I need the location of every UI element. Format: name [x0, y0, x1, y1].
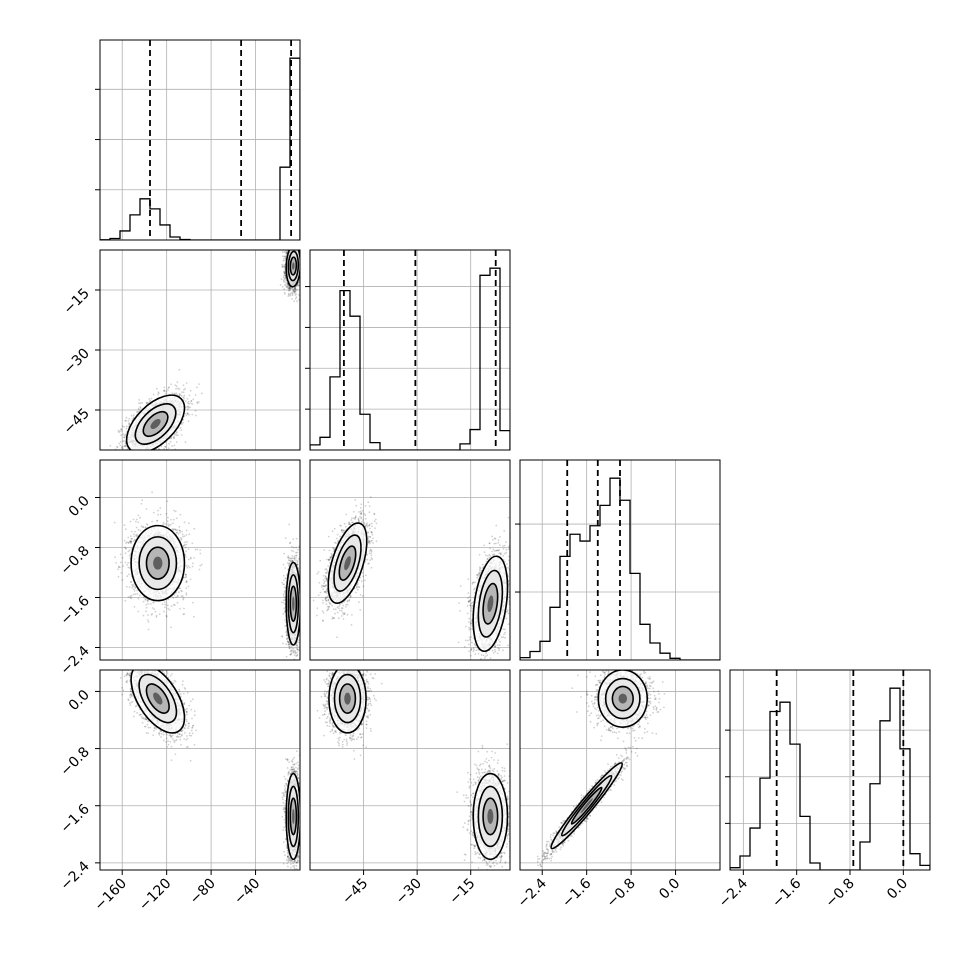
- histogram-step: [730, 687, 930, 870]
- x-tick-label: −15: [446, 876, 478, 908]
- histogram-panel-0: [100, 40, 300, 240]
- axes-frame: [729, 669, 931, 871]
- y-tick-label: 0.0: [66, 493, 93, 520]
- x-tick-label: −0.8: [822, 876, 857, 911]
- x-tick-label: −120: [136, 876, 175, 915]
- y-tick-label: 0.0: [66, 687, 93, 714]
- axes-frame: [309, 459, 511, 661]
- density-panel-1-0: [100, 250, 300, 450]
- x-tick-label: 0.0: [884, 876, 911, 903]
- density-panel-3-2: [520, 670, 720, 870]
- x-tick-label: −0.8: [604, 876, 639, 911]
- x-tick-label: −1.6: [769, 875, 804, 910]
- density-contour: [344, 692, 351, 705]
- axes-frame: [519, 669, 721, 871]
- x-tick-label: −30: [393, 876, 425, 908]
- histogram-step: [310, 267, 510, 450]
- density-panel-3-1: [310, 670, 510, 870]
- x-tick-label: −160: [92, 876, 131, 915]
- histogram-panel-2: [520, 460, 720, 660]
- x-tick-label: 0.0: [656, 876, 683, 903]
- density-contour: [618, 693, 628, 704]
- density-contour: [487, 808, 494, 824]
- y-tick-label: −45: [61, 406, 93, 438]
- density-panel-2-0: [100, 460, 300, 660]
- density-contour: [153, 556, 163, 570]
- y-tick-label: −30: [61, 346, 93, 378]
- density-contour: [580, 798, 593, 814]
- histogram-panel-1: [310, 250, 510, 450]
- density-contour: [292, 808, 295, 824]
- density-contour: [153, 692, 163, 705]
- axes-frame: [99, 669, 301, 871]
- density-contour: [150, 418, 161, 430]
- x-tick-label: −45: [339, 876, 371, 908]
- y-tick-label: −1.6: [57, 801, 92, 836]
- histogram-step: [520, 477, 720, 660]
- density-contour: [487, 595, 494, 613]
- density-contour: [292, 262, 295, 270]
- density-panel-3-0: [100, 670, 300, 870]
- y-tick-label: −15: [61, 286, 93, 318]
- density-panel-2-1: [310, 460, 510, 660]
- density-contour: [344, 556, 351, 571]
- histogram-panel-3: [730, 670, 930, 870]
- x-tick-label: −2.4: [716, 875, 751, 910]
- y-tick-label: −0.8: [57, 543, 92, 578]
- axes-frame: [519, 459, 721, 661]
- axes-frame: [309, 669, 511, 871]
- y-tick-label: −0.8: [57, 744, 92, 779]
- x-tick-label: −80: [187, 876, 219, 908]
- x-tick-label: −2.4: [515, 875, 550, 910]
- y-tick-label: −2.4: [57, 643, 92, 678]
- axes-frame: [309, 249, 511, 451]
- density-contour: [292, 596, 295, 611]
- axes-frame: [99, 39, 301, 241]
- x-tick-label: −1.6: [559, 875, 594, 910]
- x-tick-label: −40: [231, 876, 263, 908]
- y-tick-label: −2.4: [57, 858, 92, 893]
- y-tick-label: −1.6: [57, 593, 92, 628]
- axes-frame: [99, 459, 301, 661]
- histogram-step: [100, 57, 300, 240]
